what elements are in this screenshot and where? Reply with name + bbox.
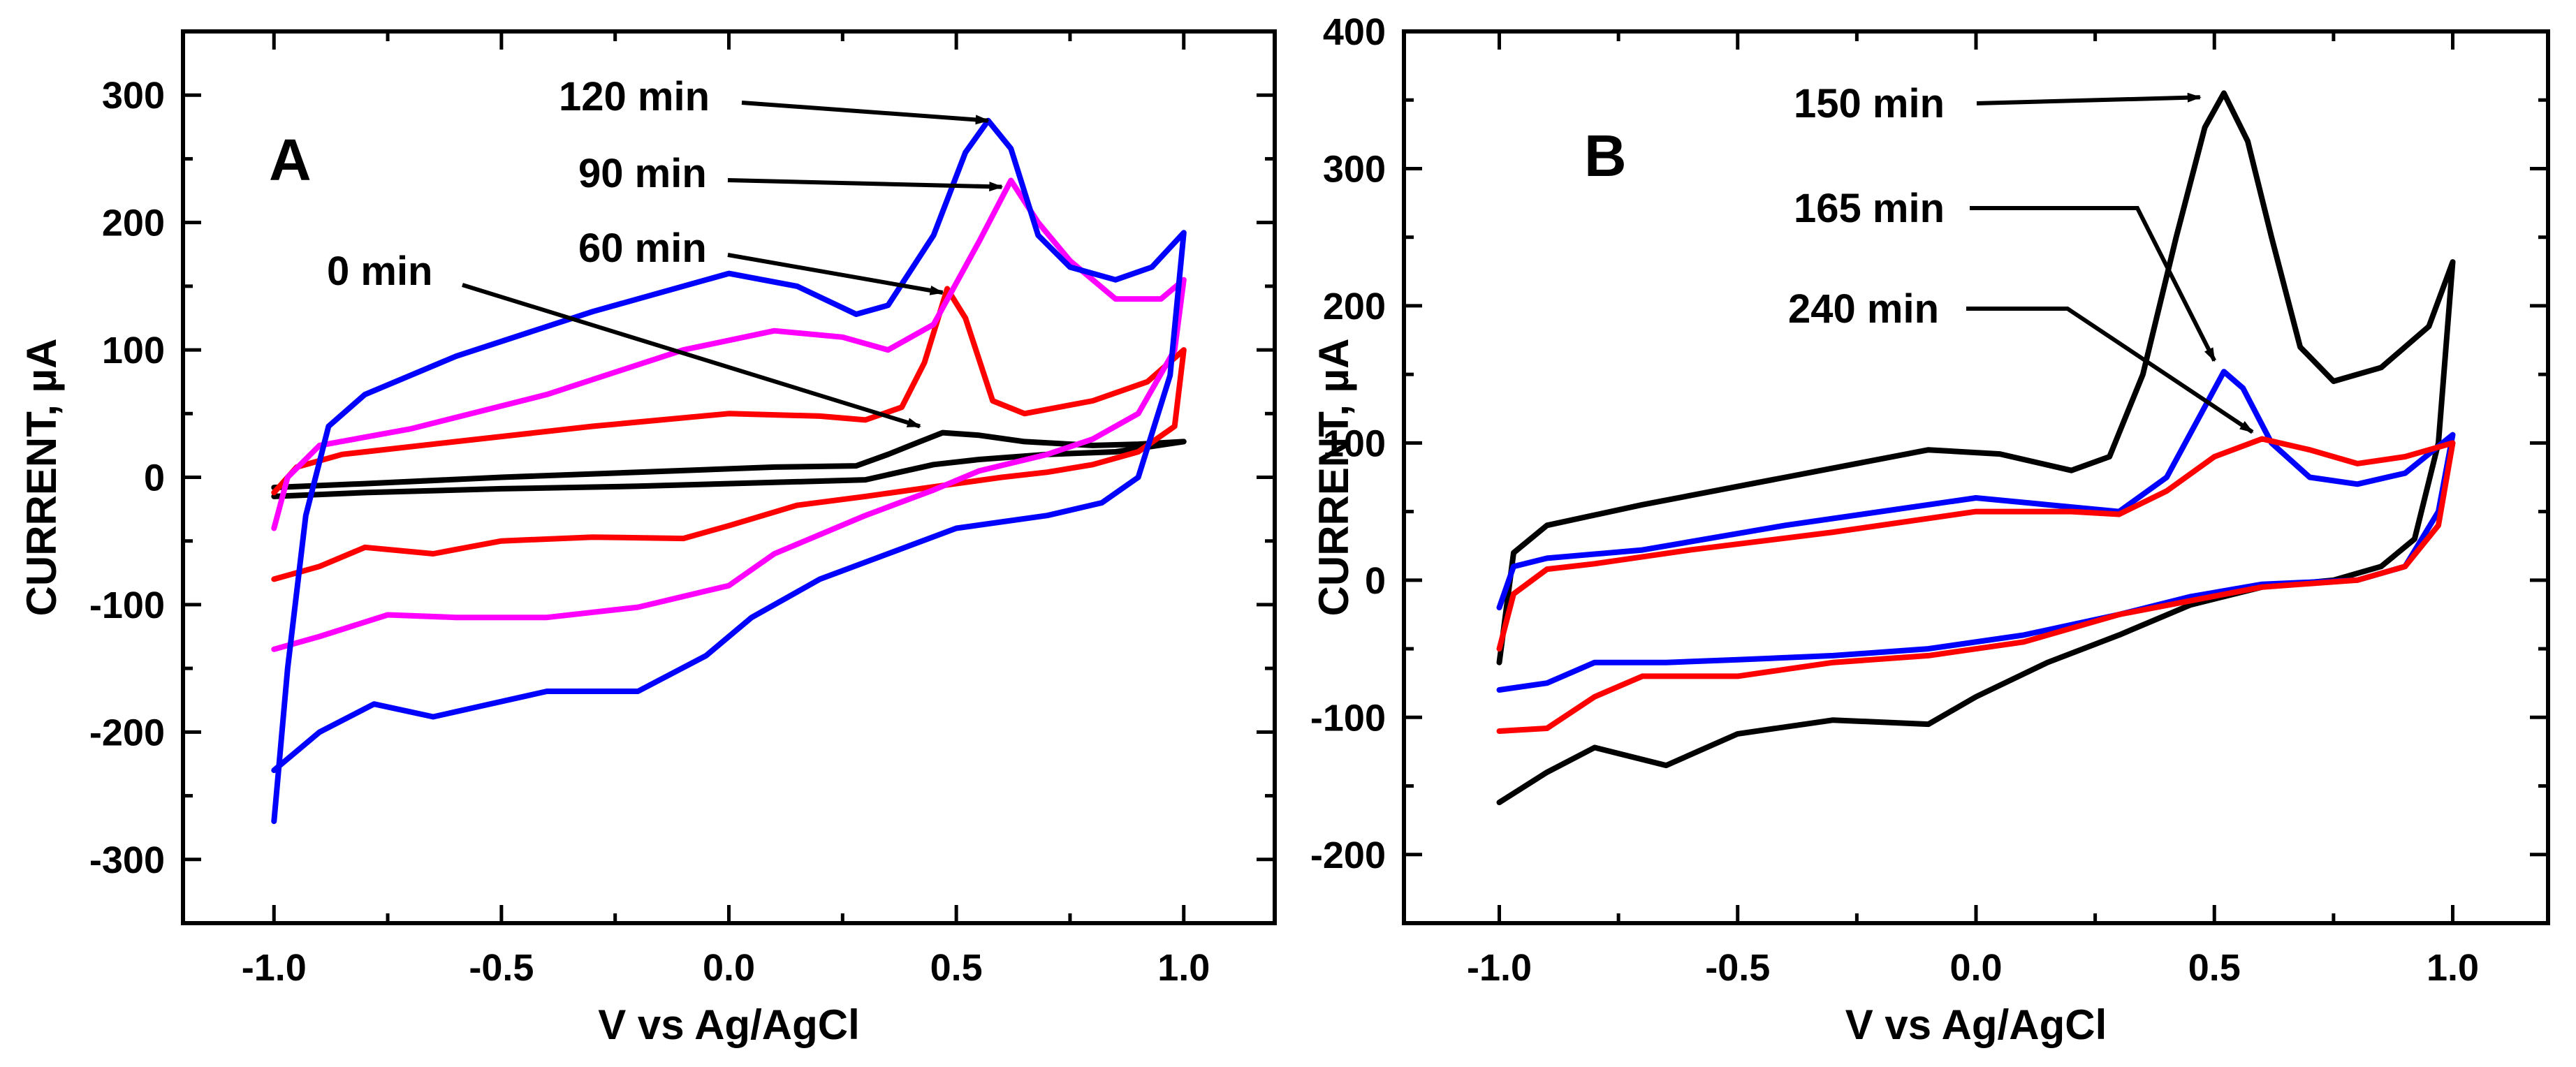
- annotation-arrow: [727, 253, 944, 295]
- y-tick-label: -100: [89, 584, 165, 626]
- x-tick-label: 0.5: [2188, 947, 2241, 989]
- annotation-arrow: [1970, 206, 2216, 362]
- y-tick-label: 100: [1323, 422, 1386, 464]
- y-tick-label: 100: [102, 330, 165, 371]
- y-tick-label: -300: [89, 839, 165, 881]
- x-tick-label: -0.5: [1705, 947, 1770, 989]
- x-axis-title: V vs Ag/AgCl: [598, 1001, 860, 1048]
- annotation-label: 60 min: [578, 226, 707, 271]
- series-line-165-min: [1496, 369, 2456, 693]
- x-tick-label: 0.5: [930, 947, 983, 989]
- annotation-label: 150 min: [1794, 81, 1945, 126]
- plot-frame: [181, 29, 1277, 925]
- annotation-arrow: [727, 178, 1004, 192]
- y-axis-title: CURRENT, µA: [18, 339, 65, 617]
- series-line-60-min: [271, 286, 1187, 582]
- annotation-arrow: [1976, 92, 2202, 105]
- y-tick-label: 300: [102, 75, 165, 117]
- y-tick-label: 0: [144, 457, 165, 499]
- series-line-0-min: [271, 429, 1187, 499]
- y-tick-label: 200: [1323, 286, 1386, 328]
- x-tick-label: -1.0: [1467, 947, 1532, 989]
- x-tick-label: 0.0: [1949, 947, 2002, 989]
- x-axis-title: V vs Ag/AgCl: [1845, 1001, 2107, 1048]
- x-tick-label: 1.0: [2427, 947, 2479, 989]
- x-tick-label: -0.5: [469, 947, 534, 989]
- panel-label: B: [1584, 123, 1627, 189]
- annotation-label: 165 min: [1794, 186, 1945, 231]
- annotation-arrow: [741, 101, 990, 125]
- annotation-label: 240 min: [1788, 286, 1939, 332]
- annotation-arrow: [462, 283, 921, 429]
- y-tick-label: -100: [1310, 697, 1386, 739]
- annotation-label: 120 min: [559, 74, 710, 119]
- y-tick-label: -200: [1310, 834, 1386, 876]
- panel-label: A: [269, 127, 312, 193]
- x-tick-label: 1.0: [1157, 947, 1210, 989]
- annotation-label: 0 min: [327, 249, 433, 294]
- annotation-arrow: [1966, 307, 2254, 434]
- x-tick-label: 0.0: [703, 947, 755, 989]
- series-line-240-min: [1496, 436, 2456, 734]
- annotation-label: 90 min: [578, 151, 707, 196]
- panel-a: -1.0 -0.5 0.0 0.5 1.0 -300 -200 -100 0 100 200 300 V…: [18, 29, 1277, 1048]
- series-line-150-min: [1496, 90, 2456, 806]
- y-tick-label: 400: [1323, 11, 1386, 53]
- x-tick-label: -1.0: [242, 947, 307, 989]
- y-tick-label: -200: [89, 712, 165, 753]
- panel-b: -1.0 -0.5 0.0 0.5 1.0 -200 -100 0 100 200 300 400 V …: [1310, 11, 2550, 1048]
- y-tick-label: 0: [1365, 560, 1386, 602]
- series-line-90-min: [271, 177, 1187, 652]
- y-tick-label: 200: [102, 203, 165, 244]
- y-tick-label: 300: [1323, 148, 1386, 190]
- y-axis-title: CURRENT, µA: [1310, 339, 1357, 617]
